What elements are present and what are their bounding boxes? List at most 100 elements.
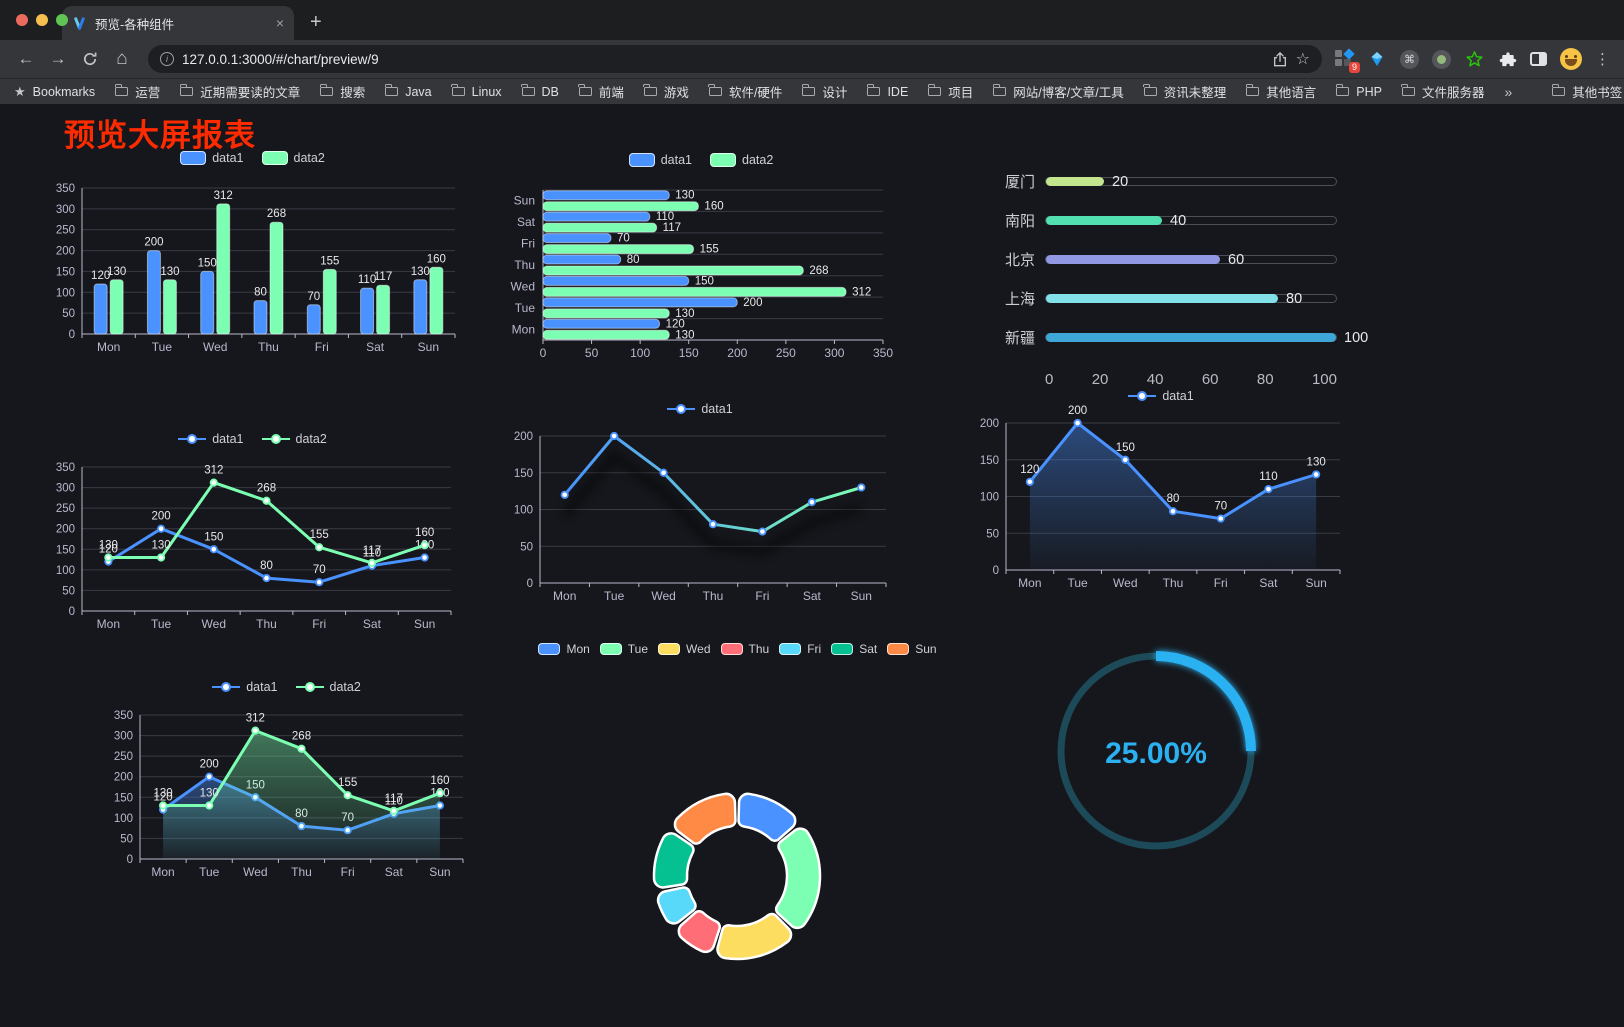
svg-text:350: 350 — [114, 710, 133, 722]
bookmark-folder[interactable]: 近期需要读的文章 — [179, 82, 300, 101]
svg-text:Sat: Sat — [517, 215, 536, 229]
legend-item[interactable]: data1 — [667, 402, 733, 416]
svg-text:50: 50 — [120, 833, 133, 845]
progress-axis: 0 20 40 60 80 100 — [1045, 371, 1337, 388]
svg-text:50: 50 — [62, 585, 75, 597]
home-button[interactable]: ⌂ — [116, 48, 128, 69]
bookmark-folder[interactable]: Linux — [451, 82, 502, 101]
url-text[interactable]: 127.0.0.1:3000/#/chart/preview/9 — [182, 51, 379, 67]
folder-icon — [1143, 84, 1157, 96]
bookmark-folder[interactable]: 文件服务器 — [1401, 82, 1484, 101]
bookmark-folder[interactable]: 网站/博客/文章/工具 — [992, 82, 1124, 101]
chart-progress-bars[interactable]: 厦门 20 南阳 40 北京 60 上海 80 新疆 100 0 20 40 60 80 100 — [985, 160, 1385, 390]
gem-extension-icon[interactable] — [1367, 49, 1387, 69]
svg-text:0: 0 — [540, 346, 547, 360]
browser-tab[interactable]: 预览-各种组件 × — [62, 6, 294, 40]
svg-text:200: 200 — [56, 246, 75, 258]
svg-text:312: 312 — [852, 286, 871, 298]
green-star-extension-icon[interactable] — [1464, 49, 1484, 69]
extensions-puzzle-icon[interactable] — [1497, 49, 1517, 69]
close-window-icon[interactable] — [16, 14, 28, 26]
address-bar[interactable]: i 127.0.0.1:3000/#/chart/preview/9 ☆ — [148, 45, 1322, 73]
bookmark-star-icon[interactable]: ☆ — [1295, 51, 1310, 68]
bookmark-folder[interactable]: PHP — [1335, 82, 1382, 101]
progress-row: 南阳 40 — [985, 201, 1385, 240]
forward-button[interactable]: → — [49, 49, 67, 68]
legend-item[interactable]: data1 — [1128, 389, 1194, 403]
svg-text:150: 150 — [56, 266, 75, 278]
legend-item[interactable]: data2 — [295, 680, 361, 694]
svg-text:110: 110 — [385, 796, 403, 808]
svg-text:Wed: Wed — [203, 340, 227, 354]
bookmark-folder[interactable]: IDE — [866, 82, 908, 101]
bookmark-folder[interactable]: 其他语言 — [1245, 82, 1316, 101]
legend-item[interactable]: Sat — [831, 642, 877, 656]
legend-item[interactable]: Mon — [538, 642, 590, 656]
svg-text:155: 155 — [310, 529, 329, 541]
legend-item[interactable]: data2 — [261, 432, 327, 446]
legend-item[interactable]: data1 — [628, 153, 692, 167]
bookmarks-overflow-chevron[interactable]: » — [1504, 83, 1513, 100]
site-info-icon[interactable]: i — [160, 52, 174, 66]
legend-item[interactable]: Fri — [779, 642, 821, 656]
chart-donut-pie[interactable]: Mon Tue Wed Thu Fri Sat Sun — [538, 639, 937, 979]
bookmarks-manager[interactable]: ★ Bookmarks — [14, 83, 96, 99]
menu-kebab-icon[interactable]: ⋮ — [1595, 51, 1610, 68]
svg-text:150: 150 — [1116, 442, 1135, 454]
bookmark-folder[interactable]: 搜索 — [319, 82, 365, 101]
chart-legend: Mon Tue Wed Thu Fri Sat Sun — [538, 639, 937, 659]
bookmark-folder[interactable]: DB — [521, 82, 559, 101]
tampermonkey-extension-icon[interactable]: 9 — [1334, 48, 1360, 73]
bookmark-folder[interactable]: 资讯未整理 — [1143, 82, 1226, 101]
bookmark-folder[interactable]: 前端 — [578, 82, 624, 101]
svg-text:Thu: Thu — [291, 865, 312, 879]
svg-text:Mon: Mon — [1018, 576, 1041, 590]
profile-avatar[interactable] — [1560, 48, 1582, 70]
other-bookmarks-folder[interactable]: 其他书签 — [1551, 82, 1622, 101]
bookmark-folder[interactable]: 软件/硬件 — [708, 82, 782, 101]
legend-item[interactable]: data2 — [710, 153, 773, 167]
chart-line-area[interactable]: data1 0 50 100 150 200 Mon Tue Wed Thu Fri Sat Sun 12… — [970, 386, 1352, 598]
chart-bar-horizontal[interactable]: data1 data2 0 50 100 150 200 250 300 350 Sun 130 160… — [505, 150, 897, 368]
bookmark-folder[interactable]: 运营 — [114, 82, 160, 101]
svg-text:150: 150 — [198, 257, 217, 269]
svg-text:120: 120 — [666, 318, 685, 330]
chart-gauge-percent[interactable]: 25.00% — [1046, 641, 1266, 861]
bookmark-folder[interactable]: 设计 — [801, 82, 847, 101]
legend-item[interactable]: Wed — [658, 642, 711, 656]
svg-text:250: 250 — [56, 225, 75, 237]
maximize-window-icon[interactable] — [56, 14, 68, 26]
back-button[interactable]: ← — [17, 49, 35, 68]
svg-text:Sun: Sun — [851, 589, 872, 603]
legend-item[interactable]: data2 — [261, 151, 325, 165]
chart-line-area-dual[interactable]: data1 data2 0 50 100 150 200 250 300 350 Mon Tue Wed… — [98, 677, 475, 889]
svg-text:Fri: Fri — [312, 617, 326, 631]
svg-text:Fri: Fri — [755, 589, 769, 603]
legend-item[interactable]: data1 — [180, 151, 244, 165]
chart-line-gradient[interactable]: data1 0 50 100 150 200 Mon Tue Wed Thu Fri Sat Sun — [502, 399, 898, 611]
tab-close-icon[interactable]: × — [275, 15, 284, 31]
legend-item[interactable]: data1 — [178, 432, 244, 446]
legend-item[interactable]: data1 — [212, 680, 278, 694]
bookmark-folder[interactable]: Java — [384, 82, 432, 101]
bookmark-folder[interactable]: 游戏 — [643, 82, 689, 101]
legend-item[interactable]: Sun — [887, 642, 937, 656]
command-extension-icon[interactable]: ⌘ — [1400, 49, 1419, 69]
reload-button[interactable] — [76, 45, 104, 73]
bookmark-folder[interactable]: 项目 — [927, 82, 973, 101]
svg-text:Tue: Tue — [515, 301, 536, 315]
chart-bar-vertical[interactable]: data1 data2 0 50 100 150 200 250 300 350 Mon Tue Wed… — [40, 148, 465, 360]
svg-text:200: 200 — [514, 431, 533, 443]
legend-item[interactable]: Thu — [720, 642, 769, 656]
svg-text:Mon: Mon — [553, 589, 576, 603]
legend-item[interactable]: Tue — [599, 642, 648, 656]
svg-text:70: 70 — [313, 564, 326, 576]
svg-text:200: 200 — [200, 759, 219, 771]
share-icon[interactable] — [1272, 51, 1288, 68]
side-panel-icon[interactable] — [1530, 52, 1547, 66]
svg-text:200: 200 — [980, 418, 999, 430]
recorder-extension-icon[interactable] — [1432, 49, 1451, 69]
new-tab-button[interactable]: + — [310, 11, 322, 33]
minimize-window-icon[interactable] — [36, 14, 48, 26]
chart-line-dual[interactable]: data1 data2 0 50 100 150 200 250 300 350 Mon Tue Wed… — [40, 429, 465, 639]
